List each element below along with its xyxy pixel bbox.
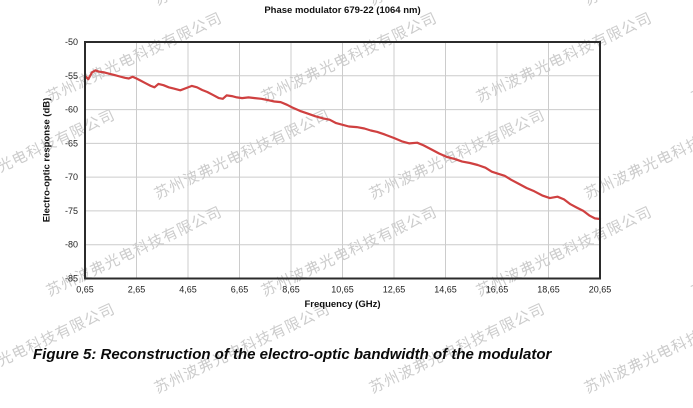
x-tick-label: 12,65 (383, 285, 406, 295)
x-tick-label: 0,65 (76, 285, 94, 295)
plot-border (84, 41, 601, 280)
x-tick-label: 4,65 (179, 285, 197, 295)
x-tick-label: 8,65 (282, 285, 300, 295)
x-tick-label: 16,65 (486, 285, 509, 295)
x-tick-label: 14,65 (434, 285, 457, 295)
y-tick-label: -55 (65, 71, 78, 81)
y-tick-label: -75 (65, 206, 78, 216)
chart-plot-area: 0,65 2,65 4,65 6,65 8,65 10,65 12,65 14,65 16,65… (65, 37, 612, 295)
y-tick-label: -85 (65, 274, 78, 284)
y-tick-label: -60 (65, 105, 78, 115)
y-tick-label: -65 (65, 138, 78, 148)
x-tick-label: 10,65 (331, 285, 354, 295)
x-tick-label: 18,65 (537, 285, 560, 295)
y-tick-label: -80 (65, 240, 78, 250)
x-tick-label: 2,65 (128, 285, 146, 295)
response-curve (83, 69, 602, 221)
y-axis-label: Electro-optic response (dB) (41, 97, 53, 223)
y-tick-label: -50 (65, 37, 78, 47)
x-tick-label: 6,65 (231, 285, 249, 295)
x-tick-label: 20,65 (589, 285, 612, 295)
figure-caption: Figure 5: Reconstruction of the electro-… (33, 346, 552, 363)
x-axis-label: Frequency (GHz) (304, 299, 381, 310)
y-tick-label: -70 (65, 172, 78, 182)
chart-title: Phase modulator 679-22 (1064 nm) (264, 5, 421, 16)
